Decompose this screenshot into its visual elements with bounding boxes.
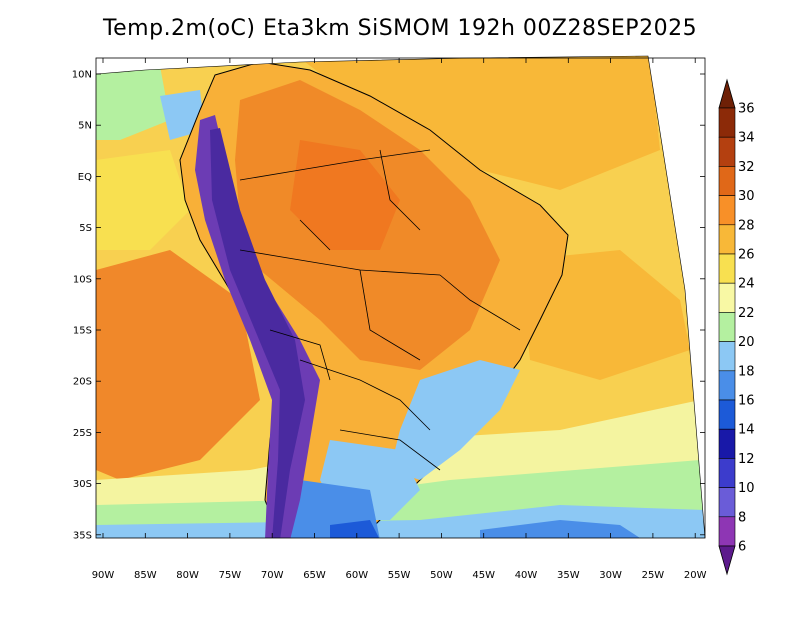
- andes-core: [210, 128, 305, 538]
- colorbar-label: 28: [738, 218, 755, 233]
- domain-outline: [95, 55, 706, 539]
- colorbar-swatch: [718, 224, 736, 255]
- colorbar-label: 22: [738, 306, 755, 321]
- colorbar-swatch: [718, 428, 736, 459]
- colorbar-label: 18: [738, 364, 755, 379]
- lon-label: 70W: [261, 570, 284, 581]
- colorbar-label: 26: [738, 248, 755, 263]
- north-atlantic-warm-zone: [300, 56, 660, 190]
- colorbar-swatch: [718, 253, 736, 284]
- colorbar-swatch: [718, 516, 736, 547]
- patagonia-colder: [330, 520, 380, 538]
- plot-frame: [95, 57, 706, 539]
- lon-label: 50W: [430, 570, 453, 581]
- lon-label: 60W: [345, 570, 368, 581]
- lon-label: 55W: [388, 570, 411, 581]
- lat-label: 5S: [79, 223, 92, 234]
- colorbar-label: 14: [738, 423, 755, 438]
- lat-label: 10N: [72, 70, 92, 81]
- south-coldest-patch: [480, 520, 640, 538]
- colorbar-label: 24: [738, 277, 755, 292]
- colorbar-swatch: [718, 312, 736, 342]
- pacific-equatorial-zone: [96, 150, 190, 250]
- colorbar-arrow-bottom: [718, 545, 736, 576]
- lon-label: 35W: [557, 570, 580, 581]
- lat-label: 15S: [73, 326, 92, 337]
- colorbar-swatch: [718, 370, 736, 401]
- interior-hotspot: [290, 140, 400, 250]
- lon-label: 45W: [472, 570, 495, 581]
- latitude-axis: 10N 5N EQ 5S 10S 15S 20S 25S 30S 35S: [72, 70, 705, 541]
- colorbar-label: 6: [738, 540, 746, 555]
- lat-label: EQ: [78, 172, 92, 183]
- lon-label: 65W: [303, 570, 326, 581]
- colorbar-swatch: [718, 107, 736, 138]
- colorbar-swatch: [718, 458, 736, 488]
- colorbar-swatch: [718, 399, 736, 430]
- lat-label: 35S: [73, 530, 92, 541]
- colorbar-label: 10: [738, 481, 755, 496]
- lon-label: 90W: [92, 570, 115, 581]
- lon-label: 40W: [515, 570, 538, 581]
- colorbar-label: 8: [738, 510, 746, 525]
- lon-label: 25W: [642, 570, 665, 581]
- lon-label: 80W: [176, 570, 199, 581]
- country-borders: [239, 149, 521, 471]
- colorbar-swatch: [718, 136, 736, 167]
- colorbar-swatch: [718, 166, 736, 196]
- longitude-axis: 90W 85W 80W 75W 70W 65W 60W 55W 50W 45W 40W 35W 30W 2…: [92, 58, 707, 581]
- lat-label: 10S: [73, 274, 92, 285]
- colorbar-swatch: [718, 487, 736, 518]
- colorbar-label: 30: [738, 189, 755, 204]
- temperature-colorbar: 6 8 10 12 14 16 18 20 22 24 26 28 30 32 34 36: [718, 78, 755, 576]
- colorbar-swatch: [718, 341, 736, 372]
- colorbar-label: 32: [738, 160, 755, 175]
- lon-label: 75W: [219, 570, 242, 581]
- lat-label: 30S: [73, 479, 92, 490]
- atlantic-warm-zone: [520, 250, 690, 380]
- pacific-cool-north: [96, 66, 170, 140]
- colorbar-label: 12: [738, 452, 755, 467]
- lon-label: 85W: [134, 570, 157, 581]
- pacific-warm-zone: [96, 250, 260, 480]
- lon-label: 30W: [599, 570, 622, 581]
- lat-label: 20S: [73, 377, 92, 388]
- southeast-cool-zone: [390, 360, 520, 480]
- map-title: Temp.2m(oC) Eta3km SiSMOM 192h 00Z28SEP2…: [102, 16, 698, 41]
- colorbar-label: 16: [738, 394, 755, 409]
- colorbar-swatch: [718, 195, 736, 226]
- lon-label: 20W: [684, 570, 707, 581]
- colorbar-label: 36: [738, 102, 755, 117]
- colorbar-label: 34: [738, 131, 755, 146]
- lat-label: 5N: [78, 121, 92, 132]
- lat-label: 25S: [73, 428, 92, 439]
- colorbar-label: 20: [738, 335, 755, 350]
- colorbar-swatch: [718, 282, 736, 313]
- temperature-field: [96, 56, 705, 538]
- colorbar-arrow-top: [718, 78, 736, 109]
